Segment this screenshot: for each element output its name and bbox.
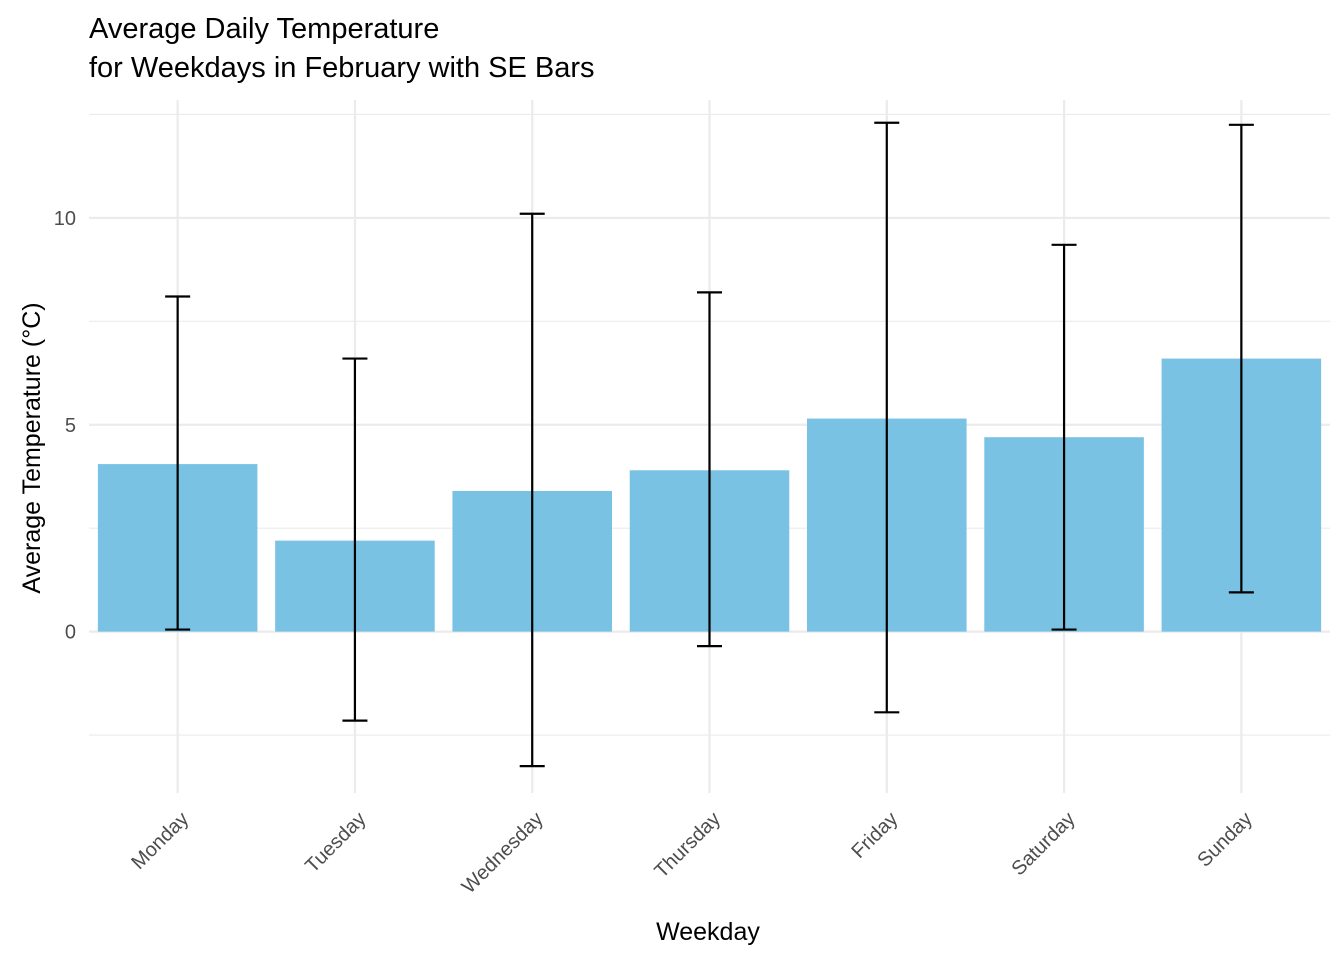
y-tick-labels: 0 5 10 (54, 208, 76, 644)
error-bar-thursday (697, 291, 722, 648)
error-bars (165, 121, 1254, 768)
x-axis-title: Weekday (656, 918, 760, 946)
chart-title-line-1: Average Daily Temperature (89, 13, 439, 45)
error-bar-monday (165, 295, 191, 631)
y-tick-label: 5 (65, 415, 76, 437)
chart-title-line-2: for Weekdays in February with SE Bars (89, 52, 595, 84)
error-bar-wednesday (519, 212, 545, 768)
x-tick-label-tuesday: Tuesday (301, 808, 370, 877)
error-bar-tuesday (342, 357, 368, 722)
y-axis-title: Average Temperature (°C) (18, 302, 46, 593)
y-tick-label: 10 (54, 208, 76, 230)
x-tick-label-thursday: Thursday (651, 808, 726, 883)
x-tick-labels: Monday Tuesday Wednesday Thursday Friday Satu… (127, 808, 1257, 898)
x-tick-label-wednesday: Wednesday (458, 808, 548, 898)
x-tick-label-monday: Monday (127, 808, 193, 874)
x-tick-label-friday: Friday (847, 808, 902, 863)
x-tick-label-sunday: Sunday (1193, 808, 1257, 872)
error-bar-friday (874, 121, 900, 714)
error-bar-saturday (1051, 243, 1077, 631)
error-bar-sunday (1228, 123, 1254, 594)
x-tick-label-saturday: Saturday (1007, 808, 1079, 880)
y-tick-label: 0 (65, 622, 76, 644)
